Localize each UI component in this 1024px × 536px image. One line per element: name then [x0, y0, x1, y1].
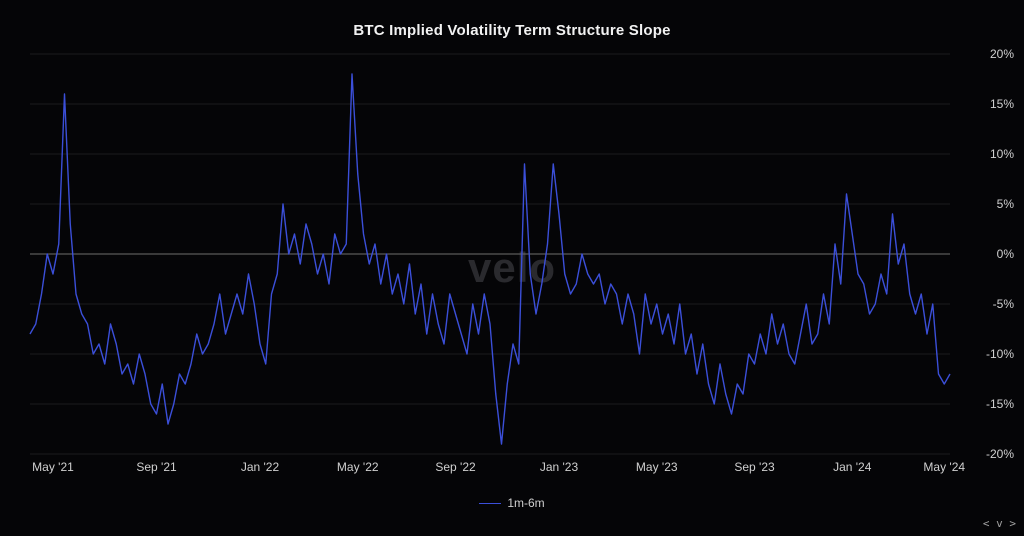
- x-tick-label: Sep '22: [435, 460, 475, 474]
- y-tick-label: 5%: [997, 197, 1014, 211]
- plot-area: [30, 54, 950, 454]
- y-tick-label: -10%: [986, 347, 1014, 361]
- series-line: [30, 74, 950, 444]
- y-tick-label: -15%: [986, 397, 1014, 411]
- chart-title: BTC Implied Volatility Term Structure Sl…: [0, 22, 1024, 39]
- x-tick-label: May '23: [636, 460, 678, 474]
- y-tick-label: -20%: [986, 447, 1014, 461]
- x-tick-label: Sep '21: [136, 460, 176, 474]
- y-axis-ticks: -20%-15%-10%-5%0%5%10%15%20%: [954, 54, 1014, 454]
- x-axis-ticks: May '21 Sep '21 Jan '22 May '22 Sep '22 Jan '…: [30, 460, 950, 484]
- y-tick-label: -5%: [993, 297, 1014, 311]
- x-tick-label: May '22: [337, 460, 379, 474]
- x-tick-label: Jan '24: [833, 460, 871, 474]
- y-tick-label: 10%: [990, 147, 1014, 161]
- x-tick-label: Jan '22: [241, 460, 279, 474]
- source-badge: < v >: [983, 517, 1016, 530]
- x-tick-label: Sep '23: [734, 460, 774, 474]
- x-tick-label: May '24: [923, 460, 965, 474]
- legend-line: [479, 503, 501, 504]
- y-tick-label: 15%: [990, 97, 1014, 111]
- y-tick-label: 0%: [997, 247, 1014, 261]
- plot-svg: [30, 54, 950, 454]
- chart-root: BTC Implied Volatility Term Structure Sl…: [0, 0, 1024, 536]
- legend: 1m-6m: [0, 496, 1024, 510]
- x-tick-label: Jan '23: [540, 460, 578, 474]
- x-tick-label: May '21: [32, 460, 74, 474]
- y-tick-label: 20%: [990, 47, 1014, 61]
- legend-label: 1m-6m: [507, 496, 544, 510]
